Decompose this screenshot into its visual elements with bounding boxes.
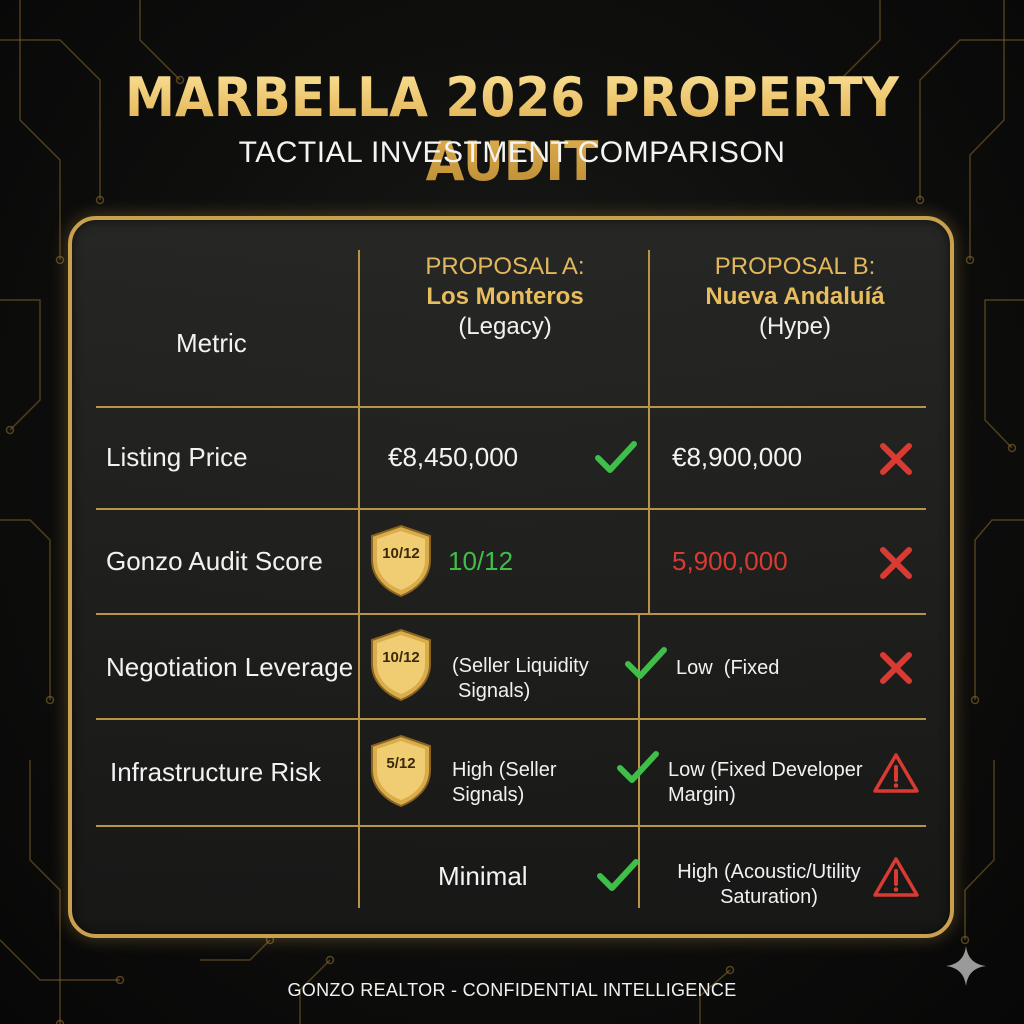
circuit-trace: [299, 959, 331, 1024]
page-subtitle: TACTIAL INVESTMENT COMPARISON: [238, 136, 786, 169]
metric-label: Infrastructure Risk: [110, 757, 321, 787]
check-icon: [595, 441, 637, 473]
detail-line: Signals): [452, 784, 525, 806]
circuit-node: [115, 975, 125, 985]
check-icon: [617, 751, 659, 783]
cross-icon: [880, 547, 912, 579]
cross-icon: [880, 652, 912, 684]
detail-line: Margin): [668, 784, 736, 806]
circuit-trace: [699, 969, 731, 1024]
badge-score: 5/12: [386, 755, 416, 772]
table-divider: [638, 614, 640, 908]
circuit-trace: [200, 939, 271, 961]
circuit-node: [95, 195, 105, 205]
proposal-a-value: Minimal: [438, 861, 528, 891]
check-icon: [597, 859, 639, 891]
circuit-trace: [29, 760, 61, 1024]
proposal-b-detail: Low (Fixed: [676, 657, 780, 679]
cross-icon: [880, 443, 912, 475]
circuit-trace: [969, 0, 1005, 260]
circuit-node: [1007, 443, 1017, 453]
footer-text: GONZO REALTOR - CONFIDENTIAL INTELLIGENC…: [287, 980, 737, 1000]
circuit-trace: [19, 0, 61, 260]
proposal-b-name: Nueva Andaluíá: [705, 283, 885, 310]
proposal-b-value: 5,900,000: [672, 546, 788, 576]
circuit-node: [965, 255, 975, 265]
detail-line: Saturation): [720, 886, 818, 908]
proposal-a-tag: (Legacy): [458, 313, 552, 340]
page-title: MARBELLA 2026 PROPERTY AUDIT: [36, 66, 988, 194]
proposal-a-label: PROPOSAL A:: [425, 253, 585, 280]
proposal-a-header: PROPOSAL A: Los Monteros (Legacy): [360, 252, 650, 342]
sparkle-icon: [946, 946, 986, 986]
circuit-node: [915, 195, 925, 205]
proposal-b-header: PROPOSAL B: Nueva Andaluíá (Hype): [650, 252, 940, 342]
circuit-node: [970, 695, 980, 705]
circuit-trace: [0, 39, 101, 200]
metric-label: Negotiation Leverage: [106, 652, 354, 682]
circuit-trace: [139, 0, 181, 81]
metric-label: Listing Price: [106, 442, 248, 472]
proposal-a-detail: High (Seller Signals): [452, 758, 556, 808]
circuit-trace: [964, 760, 995, 940]
detail-line: Low (Fixed Developer: [668, 759, 863, 781]
table-divider: [96, 825, 926, 827]
circuit-node: [175, 75, 185, 85]
detail-line: Signals): [458, 680, 531, 702]
metric-column-header: Metric: [176, 328, 247, 358]
circuit-trace: [974, 519, 1024, 700]
check-icon: [625, 647, 667, 679]
warning-icon: [873, 753, 919, 793]
table-divider: [96, 718, 926, 720]
metric-label: Gonzo Audit Score: [106, 546, 323, 576]
proposal-b-detail: High (Acoustic/Utility Saturation): [666, 860, 872, 910]
proposal-a-score: 10/12: [448, 546, 514, 576]
circuit-trace: [0, 939, 120, 981]
table-divider: [648, 250, 650, 614]
circuit-node: [835, 75, 845, 85]
circuit-trace: [0, 519, 51, 700]
proposal-b-detail: Low (Fixed Developer Margin): [668, 758, 863, 808]
proposal-a-detail: (Seller Liquidity Signals): [452, 654, 589, 704]
proposal-a-value: €8,450,000: [388, 442, 519, 472]
circuit-node: [45, 695, 55, 705]
circuit-trace: [919, 39, 1024, 200]
badge-score: 10/12: [382, 649, 420, 666]
circuit-trace: [839, 0, 881, 81]
detail-line: High (Acoustic/Utility: [677, 861, 861, 883]
proposal-b-tag: (Hype): [758, 313, 831, 340]
circuit-node: [960, 935, 970, 945]
warning-icon: [873, 857, 919, 897]
table-divider: [96, 406, 926, 408]
circuit-node: [5, 425, 15, 435]
comparison-table: Metric PROPOSAL A: Los Monteros (Legacy)…: [68, 216, 954, 938]
circuit-trace: [0, 299, 41, 431]
table-divider: [358, 250, 360, 908]
detail-line: (Seller Liquidity: [452, 655, 589, 677]
circuit-node: [55, 1019, 65, 1024]
table-divider: [96, 613, 926, 615]
detail-line: High (Seller: [452, 759, 557, 781]
circuit-node: [725, 965, 735, 975]
circuit-node: [55, 255, 65, 265]
score-shield-badge: 10/12: [368, 628, 434, 702]
proposal-b-label: PROPOSAL B:: [714, 253, 876, 280]
badge-score: 10/12: [382, 545, 420, 562]
proposal-a-name: Los Monteros: [426, 283, 584, 310]
score-shield-badge: 10/12: [368, 524, 434, 598]
circuit-trace: [984, 299, 1024, 449]
proposal-b-value: €8,900,000: [672, 442, 803, 472]
circuit-node: [325, 955, 335, 965]
score-shield-badge: 5/12: [368, 734, 434, 808]
table-divider: [96, 508, 926, 510]
